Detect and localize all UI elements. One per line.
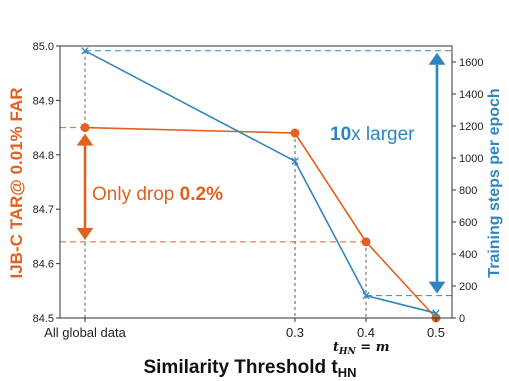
y-tick-label-right: 1400 (459, 89, 483, 101)
y-tick-label-left: 84.9 (33, 95, 54, 107)
series-point-right (432, 309, 440, 317)
y-axis-label-right: Training steps per epoch (486, 88, 503, 277)
series-point-left (290, 128, 300, 138)
y-tick-label-left: 85.0 (33, 41, 54, 53)
x-axis-label: Similarity Threshold tHN (143, 357, 356, 380)
y-tick-label-right: 1000 (459, 153, 483, 165)
y-tick-label-right: 200 (459, 281, 477, 293)
y-tick-label-right: 800 (459, 185, 477, 197)
y-tick-label-right: 600 (459, 217, 477, 229)
series-line-left (84, 126, 437, 319)
y-tick-label-left: 84.5 (33, 313, 54, 325)
series-point-left (80, 123, 90, 133)
y-tick-label-left: 84.8 (33, 150, 54, 162)
y-tick-label-right: 1600 (459, 57, 483, 69)
series-point-right (291, 157, 299, 165)
drop-annotation: Only drop 0.2% (92, 184, 223, 205)
series-point-right (362, 291, 370, 300)
series-point-right (81, 47, 89, 55)
x-tick-label: 0.5 (427, 325, 445, 340)
orange-arrow-head-down (76, 227, 94, 240)
x-tick-label: 0.3 (286, 325, 304, 340)
x-tick-label: All global data (44, 325, 126, 340)
y-tick-label-right: 400 (459, 249, 477, 261)
x-annotation-thn-equals-m: tHN = m (333, 340, 389, 357)
y-tick-label-left: 84.7 (33, 204, 54, 216)
y-tick-label-right: 1200 (459, 121, 483, 133)
guide-lines (60, 50, 452, 318)
axes: 84.5 84.6 84.7 84.8 84.9 85.0 0 200 400 600 800 100… (33, 41, 484, 340)
x-tick-label: 0.4 (357, 325, 375, 340)
series-layer (80, 47, 441, 323)
plot-frame (59, 45, 453, 319)
y-tick-label-right: 0 (459, 313, 465, 325)
larger-annotation: 10x larger (330, 124, 415, 145)
y-tick-label-left: 84.6 (33, 259, 54, 271)
blue-arrow-head-down (428, 281, 446, 294)
blue-arrow-head-up (428, 52, 446, 65)
orange-arrow-head-up (76, 133, 94, 146)
series-point-left (361, 237, 371, 247)
series-line-right (84, 50, 437, 314)
y-axis-label-left: IJB-C TAR@ 0.01% FAR (7, 87, 26, 278)
annotation-arrows (76, 52, 446, 294)
